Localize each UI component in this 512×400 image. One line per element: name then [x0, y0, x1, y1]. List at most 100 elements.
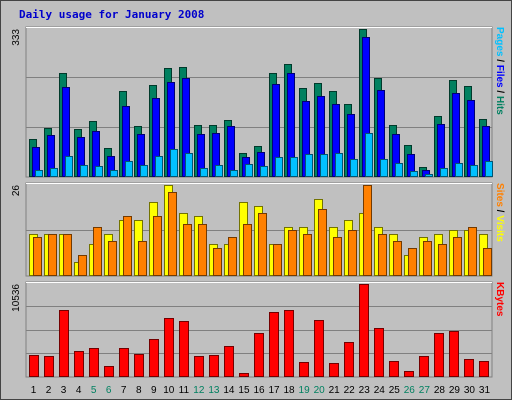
day-label-29: 29 — [449, 385, 461, 396]
day-label-11: 11 — [179, 385, 190, 396]
day-label-18: 18 — [284, 385, 296, 396]
bar-kbytes-day-3 — [59, 310, 69, 377]
bar-files-day-14 — [227, 126, 235, 177]
bar-pages-day-18 — [290, 157, 298, 177]
day-label-17: 17 — [268, 385, 280, 396]
bar-sites-day-5 — [93, 227, 102, 276]
bar-sites-day-14 — [228, 237, 237, 276]
panel-max-label: 333 — [11, 29, 22, 46]
bar-kbytes-day-29 — [449, 331, 459, 377]
chart-title: Daily usage for January 2008 — [19, 8, 205, 21]
bar-kbytes-day-6 — [104, 366, 114, 377]
bar-kbytes-day-7 — [119, 348, 129, 377]
day-label-20: 20 — [314, 385, 326, 396]
bar-sites-day-19 — [303, 234, 312, 276]
day-label-6: 6 — [106, 385, 112, 396]
bar-pages-day-20 — [320, 154, 328, 177]
day-label-26: 26 — [404, 385, 416, 396]
day-axis-labels: 1 2 3 4 5 6 7 8 9 10 11 12 13 14 15 16 17 18 19 20 21 22 23 24 2… — [31, 385, 491, 396]
bar-kbytes-day-24 — [374, 328, 384, 377]
day-label-4: 4 — [76, 385, 82, 396]
bar-pages-day-2 — [50, 168, 58, 177]
panel-legend: Sites / Visits — [494, 183, 505, 242]
day-label-21: 21 — [329, 385, 341, 396]
bar-pages-day-21 — [335, 153, 343, 177]
bar-pages-day-16 — [260, 166, 268, 177]
bar-kbytes-day-13 — [209, 355, 219, 377]
bar-sites-day-26 — [408, 248, 417, 276]
day-label-14: 14 — [223, 385, 235, 396]
bar-pages-day-30 — [470, 165, 478, 177]
day-label-16: 16 — [253, 385, 265, 396]
bar-pages-day-5 — [95, 166, 103, 177]
bar-sites-day-3 — [63, 234, 72, 276]
bar-sites-day-7 — [123, 216, 132, 276]
day-label-24: 24 — [374, 385, 386, 396]
bar-sites-day-16 — [258, 213, 267, 276]
bar-sites-day-25 — [393, 241, 402, 276]
legend-item: Hits — [494, 96, 505, 115]
bar-sites-day-12 — [198, 224, 207, 276]
day-label-30: 30 — [464, 385, 476, 396]
series-files — [32, 37, 490, 177]
bar-pages-day-1 — [35, 170, 43, 177]
day-label-7: 7 — [121, 385, 127, 396]
bar-pages-day-29 — [455, 163, 463, 177]
bar-kbytes-day-10 — [164, 318, 174, 377]
day-label-19: 19 — [299, 385, 311, 396]
bar-pages-day-7 — [125, 161, 133, 177]
bar-sites-day-18 — [288, 230, 297, 276]
bar-sites-day-4 — [78, 255, 87, 276]
bar-kbytes-day-22 — [344, 342, 354, 377]
bar-sites-day-30 — [468, 227, 477, 276]
day-label-27: 27 — [419, 385, 431, 396]
day-label-13: 13 — [208, 385, 220, 396]
bar-pages-day-23 — [365, 133, 373, 177]
legend-item: Files — [494, 65, 505, 88]
legend-item: KBytes — [494, 282, 505, 317]
bar-pages-day-12 — [200, 168, 208, 177]
bar-pages-day-14 — [230, 170, 238, 177]
bar-kbytes-day-20 — [314, 320, 324, 377]
bar-pages-day-10 — [170, 149, 178, 177]
legend-item: / — [494, 207, 505, 215]
bar-sites-day-29 — [453, 237, 462, 276]
bar-kbytes-day-26 — [404, 371, 414, 377]
legend-item: / — [494, 88, 505, 96]
bar-pages-day-13 — [215, 165, 223, 177]
bar-sites-day-31 — [483, 248, 492, 276]
day-label-31: 31 — [479, 385, 491, 396]
bar-pages-day-31 — [485, 161, 493, 177]
series-sites — [33, 185, 492, 276]
bar-sites-day-6 — [108, 241, 117, 276]
bar-sites-day-27 — [423, 241, 432, 276]
bar-kbytes-day-9 — [149, 339, 159, 377]
day-label-3: 3 — [61, 385, 67, 396]
bar-sites-day-13 — [213, 248, 222, 276]
legend-item: Visits — [494, 215, 505, 242]
bar-kbytes-day-5 — [89, 348, 99, 377]
bar-kbytes-day-21 — [329, 363, 339, 377]
bar-kbytes-day-28 — [434, 333, 444, 377]
bar-kbytes-day-19 — [299, 362, 309, 377]
bar-pages-day-22 — [350, 159, 358, 177]
panel-legend: KBytes — [494, 282, 505, 317]
bar-pages-day-25 — [395, 163, 403, 177]
bar-kbytes-day-14 — [224, 346, 234, 377]
panel-legend: Pages / Files / Hits — [494, 27, 505, 115]
bar-pages-day-6 — [110, 170, 118, 177]
day-label-1: 1 — [31, 385, 37, 396]
panel-max-label: 26 — [11, 185, 22, 197]
bar-pages-day-19 — [305, 154, 313, 177]
bar-kbytes-day-23 — [359, 284, 369, 377]
bar-sites-day-23 — [363, 185, 372, 276]
bar-kbytes-day-17 — [269, 312, 279, 377]
bar-pages-day-9 — [155, 156, 163, 177]
bar-sites-day-9 — [153, 216, 162, 276]
bar-sites-day-17 — [273, 244, 282, 276]
bar-kbytes-day-15 — [239, 373, 249, 377]
bar-kbytes-day-25 — [389, 361, 399, 377]
day-label-10: 10 — [163, 385, 175, 396]
bar-sites-day-15 — [243, 224, 252, 276]
